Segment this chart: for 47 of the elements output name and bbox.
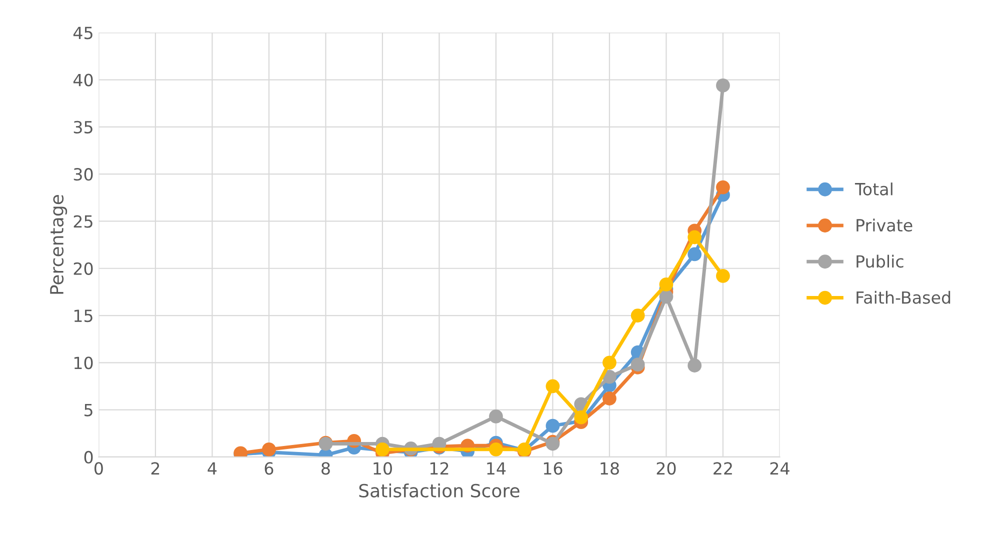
y-tick-label: 45 bbox=[73, 26, 92, 40]
point bbox=[574, 410, 588, 424]
x-tick-label: 10 bbox=[374, 462, 392, 475]
point bbox=[602, 392, 616, 406]
point bbox=[716, 180, 730, 194]
point bbox=[659, 290, 674, 304]
point bbox=[602, 370, 616, 384]
x-tick-label: 12 bbox=[430, 462, 448, 474]
point bbox=[688, 247, 702, 262]
legend-label: Private bbox=[856, 218, 912, 232]
point bbox=[489, 442, 503, 456]
y-tick-label: 35 bbox=[74, 120, 92, 134]
point bbox=[602, 356, 616, 370]
point bbox=[546, 418, 560, 433]
x-tick-label: 6 bbox=[264, 462, 274, 475]
y-tick-label: 15 bbox=[74, 310, 92, 322]
x-tick-label: 8 bbox=[322, 462, 330, 475]
y-tick-label: 10 bbox=[74, 356, 93, 370]
x-tick-label: 16 bbox=[544, 462, 562, 475]
x-tick-label: 18 bbox=[600, 462, 619, 475]
x-axis-title: Satisfaction Score bbox=[359, 484, 520, 498]
y-tick-label: 20 bbox=[74, 262, 93, 275]
x-tick-label: 20 bbox=[656, 462, 676, 475]
point bbox=[630, 358, 645, 372]
y-tick-label: 0 bbox=[84, 450, 93, 464]
point bbox=[688, 230, 702, 244]
point bbox=[659, 277, 674, 292]
y-tick-label: 25 bbox=[74, 215, 92, 228]
point bbox=[630, 308, 645, 322]
y-tick-label: 40 bbox=[73, 74, 93, 86]
x-tick-label: 22 bbox=[714, 462, 732, 474]
y-tick-label: 5 bbox=[84, 404, 92, 416]
point bbox=[716, 268, 730, 283]
point bbox=[489, 409, 503, 424]
x-tick-label: 4 bbox=[208, 462, 217, 474]
point bbox=[688, 358, 702, 372]
legend-label: Public bbox=[856, 254, 904, 268]
point bbox=[546, 379, 560, 394]
x-tick-label: 14 bbox=[487, 462, 506, 474]
y-axis-title: Percentage bbox=[50, 194, 68, 294]
x-tick-label: 24 bbox=[770, 462, 790, 474]
x-tick-label: 2 bbox=[151, 462, 160, 474]
x-tick-label: 0 bbox=[94, 462, 103, 475]
point bbox=[716, 78, 730, 92]
legend-label: Total bbox=[854, 182, 892, 196]
legend-label: Faith-Based bbox=[856, 290, 950, 304]
y-tick-label: 30 bbox=[74, 168, 93, 181]
